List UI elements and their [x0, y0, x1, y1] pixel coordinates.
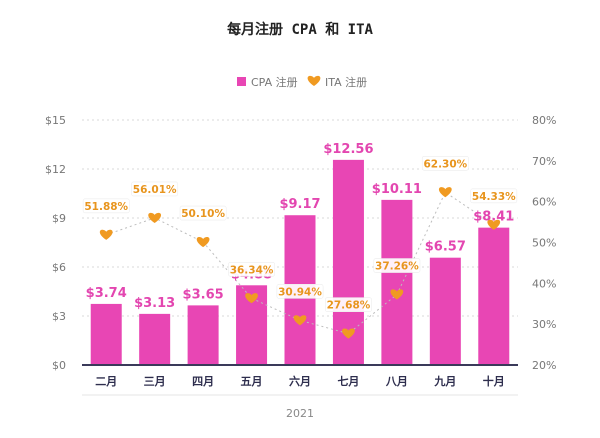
left-tick-label: $15	[45, 114, 66, 127]
ita-label-box	[131, 181, 179, 197]
bar-value-label: $3.74	[86, 286, 127, 301]
ita-point	[148, 212, 162, 223]
ita-value-label: 54.33%	[472, 191, 516, 203]
bar-value-label: $12.56	[323, 142, 373, 157]
ita-value-label: 50.10%	[181, 208, 225, 220]
right-tick-label: 30%	[532, 318, 556, 331]
left-tick-label: $9	[52, 212, 66, 225]
legend-item-ita: ITA 注册	[307, 75, 367, 89]
ita-value-label: 30.94%	[278, 286, 322, 298]
ita-label-box	[276, 284, 324, 299]
ita-label-box	[228, 261, 275, 277]
legend-label-cpa: CPA 注册	[251, 75, 298, 89]
bar-value-label: $6.57	[425, 240, 466, 255]
ita-line	[106, 191, 495, 335]
left-tick-label: $3	[52, 310, 66, 323]
ita-label-box	[179, 205, 227, 221]
ita-label-box	[470, 188, 518, 204]
left-tick-label: $6	[52, 261, 66, 274]
bar-labels: $3.74$3.13$3.65$4.88$9.17$12.56$10.11$6.…	[86, 142, 515, 311]
line-labels: 51.88% 56.01% 50.10% 36.34% 30.94% 27.68% 37.2…	[82, 155, 518, 312]
category-label: 二月	[95, 375, 117, 388]
right-tick-label: 20%	[532, 359, 556, 372]
ita-point	[293, 315, 307, 326]
ita-point	[390, 289, 404, 300]
ita-label-box	[373, 258, 421, 273]
bar	[381, 199, 413, 365]
legend-swatch-cpa	[237, 77, 246, 86]
ita-value-label: 36.34%	[230, 264, 274, 276]
ita-point	[99, 229, 113, 240]
category-label: 十月	[483, 374, 505, 388]
bar	[90, 303, 122, 365]
category-label: 四月	[192, 375, 214, 388]
category-label: 八月	[385, 375, 408, 388]
ita-label-box	[82, 198, 130, 214]
ita-label-box	[325, 297, 372, 312]
ita-value-label: 37.26%	[375, 261, 419, 273]
category-label: 七月	[337, 374, 359, 388]
left-tick-label: $12	[45, 163, 66, 176]
ita-point	[196, 236, 210, 248]
year-label: 2021	[286, 407, 314, 420]
category-label: 六月	[289, 374, 311, 388]
ita-value-label: 51.88%	[84, 201, 128, 213]
right-tick-label: 40%	[532, 277, 556, 290]
legend-heart-icon	[307, 75, 321, 86]
ita-point	[342, 328, 355, 339]
ita-point	[245, 293, 258, 304]
ita-point	[438, 187, 452, 198]
right-tick-label: 50%	[532, 237, 556, 250]
bar	[478, 227, 510, 365]
right-axis: 20% 30% 40% 50% 60% 70% 80%	[532, 114, 556, 372]
bar	[187, 305, 219, 365]
left-tick-label: $0	[52, 359, 66, 372]
bar-value-label: $3.13	[134, 296, 175, 311]
bar-value-label: $3.65	[183, 287, 224, 302]
bar-value-label: $9.17	[279, 197, 320, 212]
right-tick-label: 80%	[532, 114, 556, 127]
right-tick-label: 70%	[532, 155, 556, 168]
ita-value-label: 56.01%	[133, 184, 177, 196]
left-axis: $0 $3 $6 $9 $12 $15	[45, 114, 66, 372]
bar	[429, 257, 461, 365]
bar	[139, 313, 171, 365]
chart-title: 每月注册 CPA 和 ITA	[227, 21, 373, 38]
ita-value-label: 62.30%	[423, 158, 467, 170]
ita-value-label: 27.68%	[327, 300, 371, 312]
bar-value-label: $10.11	[372, 182, 422, 197]
legend-item-cpa: CPA 注册	[237, 75, 298, 89]
ita-series	[99, 187, 501, 339]
ita-point	[487, 219, 501, 230]
bar-value-label: $8.41	[473, 210, 514, 225]
category-label: 九月	[433, 374, 456, 388]
legend: CPA 注册 ITA 注册	[237, 75, 367, 89]
legend-label-ita: ITA 注册	[325, 75, 367, 89]
category-label: 三月	[144, 375, 166, 388]
category-axis: 二月 三月 四月 五月 六月 七月 八月 九月 十月	[95, 374, 505, 388]
category-label: 五月	[241, 375, 263, 388]
right-tick-label: 60%	[532, 196, 556, 209]
ita-label-box	[421, 155, 469, 171]
